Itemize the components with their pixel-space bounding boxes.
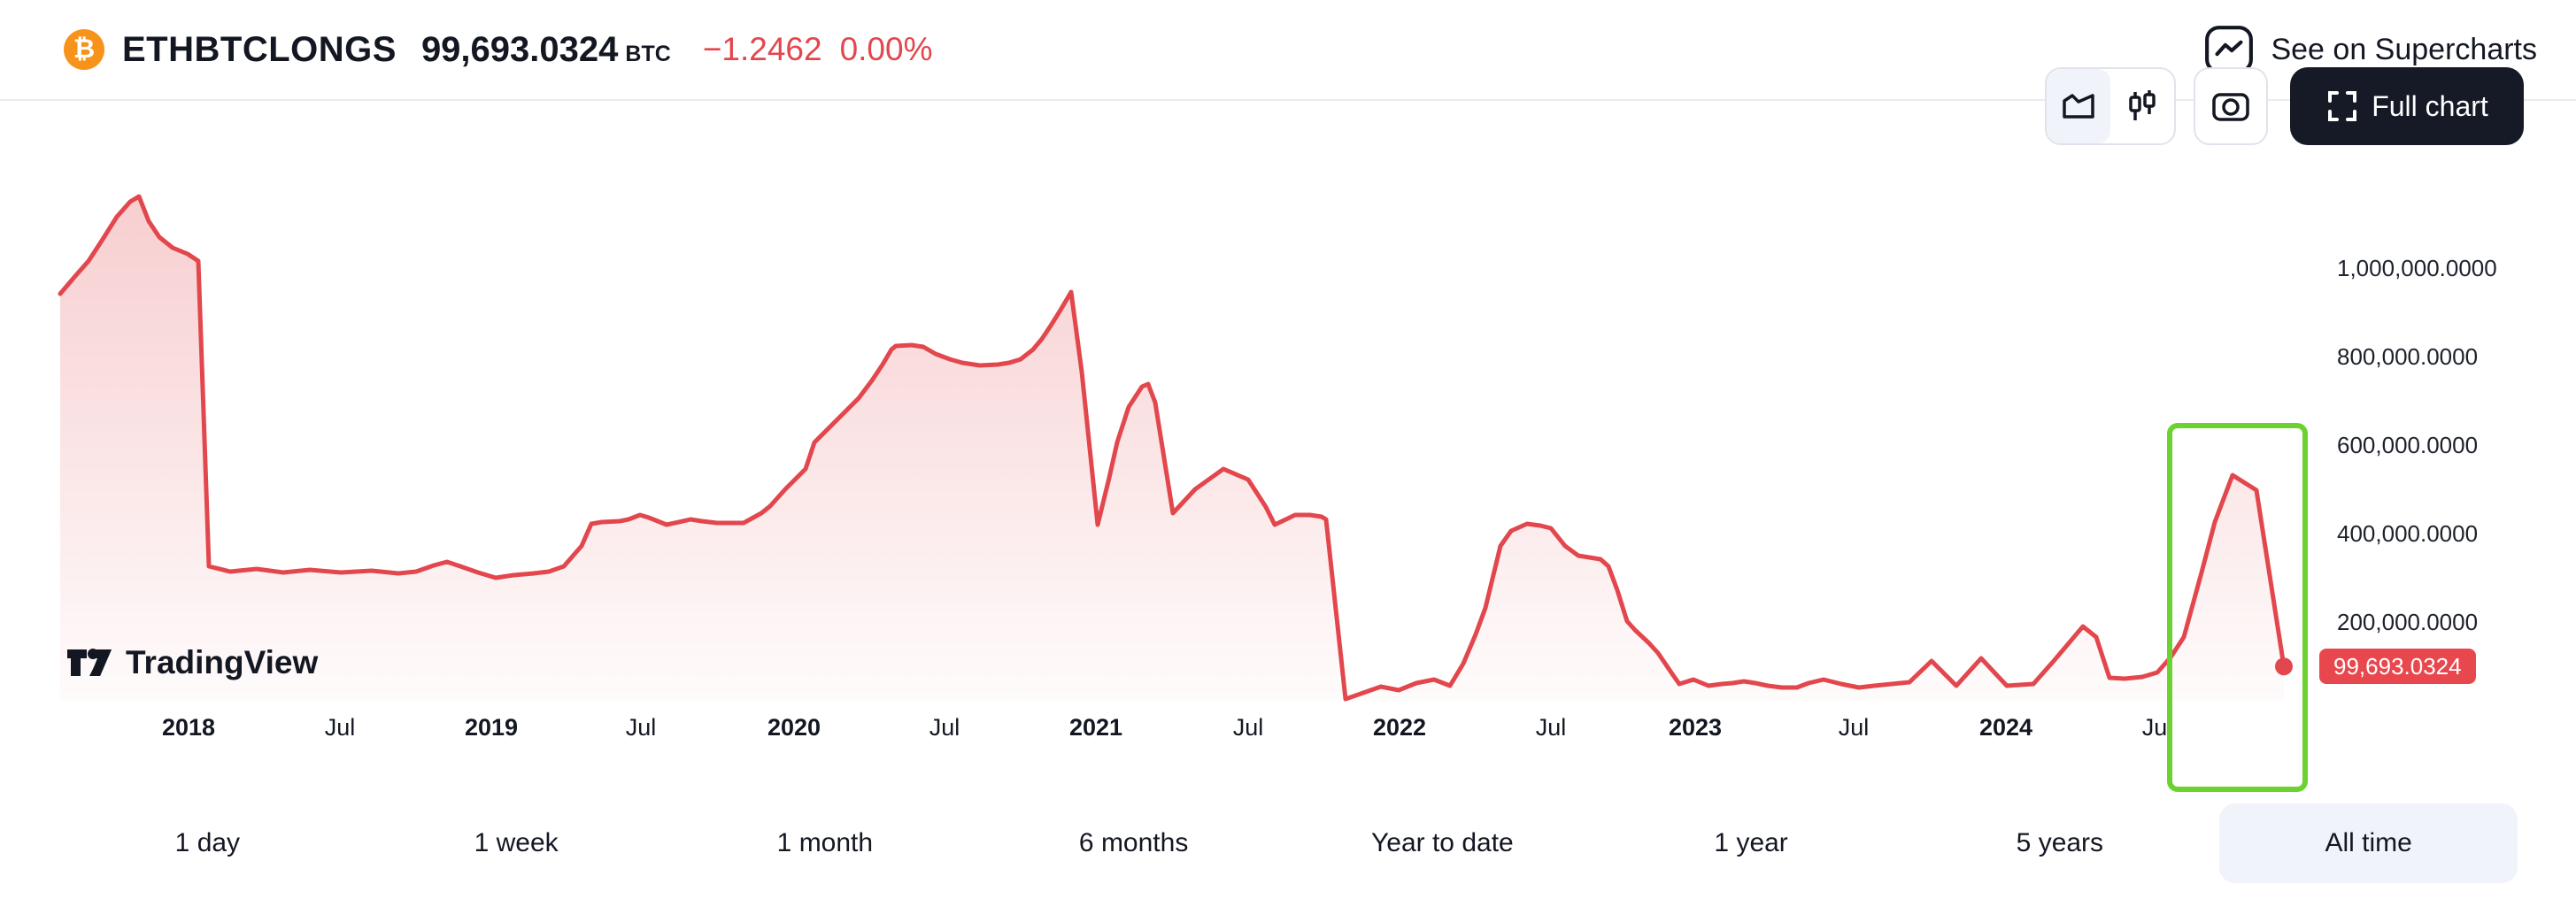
x-axis-label: 2018 [161,714,216,741]
full-chart-button[interactable]: Full chart [2290,67,2524,145]
currency-label: BTC [625,41,671,66]
symbol-name: ETHBTCLONGS [122,29,397,69]
tradingview-logo-icon [67,649,112,676]
supercharts-label: See on Supercharts [2271,32,2537,66]
x-axis-label: Jul [625,714,657,741]
x-axis-label: 2021 [1068,714,1123,741]
last-price-dot [2275,657,2293,676]
x-axis-label: Jul [1232,714,1264,741]
x-axis-label: 2020 [767,714,821,741]
x-axis-label: 2024 [1978,714,2033,741]
instrument-info: ₿ ETHBTCLONGS 99,693.0324 BTC −1.2462 0.… [64,29,932,70]
x-axis-label: 2023 [1668,714,1723,741]
supercharts-link[interactable]: See on Supercharts [2203,24,2537,75]
y-axis-tick: 600,000.0000 [2337,432,2479,458]
snapshot-button[interactable] [2194,67,2268,145]
header: ₿ ETHBTCLONGS 99,693.0324 BTC −1.2462 0.… [0,0,2576,101]
range-button-6-months[interactable]: 6 months [1078,828,1189,857]
candles-style-button[interactable] [2110,69,2174,143]
area-style-button[interactable] [2047,69,2110,143]
x-axis-label: Jul [1535,714,1567,741]
y-axis-tick: 400,000.0000 [2337,520,2479,547]
tradingview-watermark[interactable]: TradingView [66,642,318,683]
chart-style-switcher [2045,67,2176,145]
area-fill [60,196,2284,701]
range-button-5-years[interactable]: 5 years [2016,828,2104,857]
price-change-percent: 0.00% [839,31,933,67]
range-selector: 1 day 1 week 1 month 6 months Year to date 1 … [53,803,2523,883]
x-axis-label: 2022 [1372,714,1427,741]
candlestick-icon [2129,90,2156,120]
last-price-badge: 99,693.0324 [2319,649,2476,684]
x-axis-label: Jul [1838,714,1870,741]
price-change: −1.2462 [702,31,822,67]
y-axis-tick: 1,000,000.0000 [2337,255,2497,281]
tradingview-logo-text: TradingView [126,644,319,680]
x-axis-label: Jul [324,714,356,741]
y-axis-tick: 200,000.0000 [2337,609,2479,635]
full-chart-label: Full chart [2372,89,2488,122]
last-price: 99,693.0324 [420,29,619,69]
x-axis-label: Jul [929,714,960,741]
price-line [58,194,2287,702]
camera-icon [2212,93,2249,121]
range-button-1-week[interactable]: 1 week [474,828,559,857]
range-button-1-day[interactable]: 1 day [174,828,241,857]
range-button-all-time[interactable]: All time [2219,803,2518,883]
bitcoin-icon: ₿ [64,29,104,70]
y-axis-tick: 800,000.0000 [2337,343,2479,370]
range-button-1-year[interactable]: 1 year [1714,828,1788,857]
area-chart-icon [2063,94,2094,119]
range-button-1-month[interactable]: 1 month [776,828,874,857]
highlight-box [2167,423,2308,792]
range-button-year-to-date[interactable]: Year to date [1371,828,1514,857]
x-axis-label: 2019 [464,714,519,741]
fullscreen-icon [2328,91,2357,121]
